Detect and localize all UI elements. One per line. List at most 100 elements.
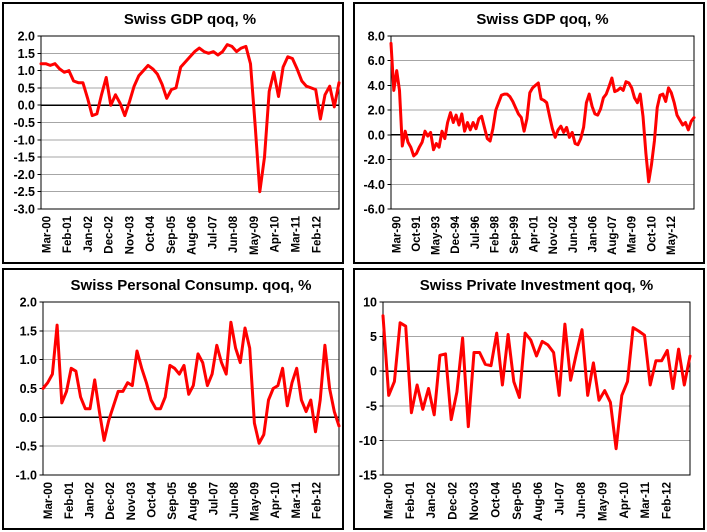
y-axis-label: -3.0 xyxy=(13,203,35,217)
y-axis-label: 2.0 xyxy=(18,30,35,44)
y-axis-label: 1.5 xyxy=(20,324,37,338)
x-axis-label: Mar-11 xyxy=(291,481,303,518)
x-axis-label: Feb-12 xyxy=(311,482,323,519)
chart-panel-private-investment: 10 5 0 -5 -10 -15 Mar-00 Feb-01 Jan-02 Dec-02 Nov-… xyxy=(353,268,705,530)
chart-canvas-gdp-long: 8.0 6.0 4.0 2.0 0.0 -2.0 -4.0 -6.0 Mar-90 Oct-91 M… xyxy=(363,30,696,255)
y-axis-label: 0.0 xyxy=(20,411,37,425)
x-axis-label: Aug-06 xyxy=(187,216,199,255)
x-axis-label: Apr-01 xyxy=(529,215,541,252)
chart-title-gdp-long: Swiss GDP qoq, % xyxy=(476,11,609,28)
x-axis-label: Mar-00 xyxy=(383,482,395,519)
x-axis-label: Nov-03 xyxy=(126,482,138,520)
y-axis-label: -0.5 xyxy=(13,116,35,130)
y-axis-label: -15 xyxy=(359,469,377,483)
x-axis-label: Feb-98 xyxy=(489,215,501,253)
x-axis-label: Nov-02 xyxy=(548,216,560,254)
chart-canvas-gdp-recent: 2.0 1.5 1.0 0.5 0.0 -0.5 -1.0 -1.5 -2.0 -2.5 -3.0 M… xyxy=(13,30,341,255)
x-axis-label: Nov-03 xyxy=(469,482,481,520)
x-axis-label: Jan-06 xyxy=(587,216,599,252)
x-axis-label: May-09 xyxy=(249,216,261,255)
y-axis-label: 6.0 xyxy=(368,54,385,68)
data-line xyxy=(41,320,341,445)
x-axis-label: Feb-12 xyxy=(662,482,674,519)
x-axis-label: Jun-08 xyxy=(576,481,588,519)
chart-title-personal-consumption: Swiss Personal Consump. qoq, % xyxy=(70,277,312,294)
x-axis-label: Feb-01 xyxy=(64,481,76,519)
x-axis-label: Nov-03 xyxy=(124,216,136,254)
chart-title-private-investment: Swiss Private Investment qoq, % xyxy=(419,277,654,294)
x-axis-label: May-09 xyxy=(250,482,262,521)
x-axis-label: Sep-05 xyxy=(512,481,524,519)
y-axis-label: 0 xyxy=(370,365,377,379)
plot-border xyxy=(40,35,340,210)
x-axis-label: Oct-04 xyxy=(145,215,157,251)
y-axis-label: 10 xyxy=(363,296,377,310)
y-axis-label: 1.5 xyxy=(18,47,35,61)
chart-panel-gdp-recent: 2.0 1.5 1.0 0.5 0.0 -0.5 -1.0 -1.5 -2.0 -2.5 -3.0 M… xyxy=(2,2,344,264)
y-axis-label: 4.0 xyxy=(368,79,385,93)
x-axis-label: Dec-02 xyxy=(448,482,460,520)
x-axis-label: Sep-99 xyxy=(509,216,521,254)
x-axis-label: Mar-00 xyxy=(41,216,53,253)
x-axis-label: Jan-02 xyxy=(84,482,96,518)
x-axis-label: Aug-07 xyxy=(607,216,619,255)
y-axis-label: -1.0 xyxy=(13,133,35,147)
y-axis-label: -1.5 xyxy=(13,151,35,165)
plot-border xyxy=(382,301,691,476)
y-axis-label: 0.5 xyxy=(18,81,35,95)
x-axis-label: Oct-91 xyxy=(411,215,423,251)
x-axis-label: Jul-07 xyxy=(207,216,219,249)
x-axis-label: Oct-04 xyxy=(146,481,158,517)
data-line xyxy=(381,314,692,451)
x-axis-label: Aug-06 xyxy=(188,482,200,521)
y-axis-label: 0.0 xyxy=(368,128,385,142)
x-axis-label: Mar-00 xyxy=(43,482,55,519)
chart-panel-gdp-long: 8.0 6.0 4.0 2.0 0.0 -2.0 -4.0 -6.0 Mar-90 Oct-91 M… xyxy=(353,2,705,264)
y-axis-label: -1.0 xyxy=(15,469,37,483)
data-line xyxy=(39,43,341,194)
x-axis-label: Feb-01 xyxy=(405,481,417,519)
x-axis-label: Dec-02 xyxy=(104,216,116,254)
y-axis-label: -0.5 xyxy=(15,440,37,454)
x-axis-label: Mar-90 xyxy=(391,216,403,253)
y-axis-label: 1.0 xyxy=(18,64,35,78)
chart-canvas-private-investment: 10 5 0 -5 -10 -15 Mar-00 Feb-01 Jan-02 Dec-02 Nov-… xyxy=(359,296,692,521)
x-axis-label: Aug-06 xyxy=(533,482,545,521)
x-axis-label: Apr-10 xyxy=(270,482,282,518)
chart-canvas-personal-consumption: 2.0 1.5 1.0 0.5 0.0 -0.5 -1.0 Mar-00 Feb-01 Jan-0… xyxy=(15,296,341,521)
x-axis-label: Jun-08 xyxy=(228,215,240,253)
x-axis-label: Oct-10 xyxy=(646,216,658,252)
x-axis-label: Apr-10 xyxy=(270,216,282,252)
y-axis-label: -2.5 xyxy=(13,185,35,199)
x-axis-label: Mar-11 xyxy=(290,215,302,252)
data-line xyxy=(389,41,696,184)
x-axis-label: Oct-04 xyxy=(490,481,502,517)
y-axis-label: 0.0 xyxy=(18,99,35,113)
x-axis-label: May-09 xyxy=(597,482,609,521)
x-axis-label: Jun-04 xyxy=(568,215,580,253)
y-axis-label: 1.0 xyxy=(20,353,37,367)
x-axis-label: Jan-02 xyxy=(83,216,95,252)
x-axis-label: Sep-05 xyxy=(166,215,178,253)
x-axis-label: Jun-08 xyxy=(229,481,241,519)
y-axis-label: -2.0 xyxy=(13,168,35,182)
x-axis-label: Jan-02 xyxy=(426,482,438,518)
y-axis-label: 8.0 xyxy=(368,30,385,44)
x-axis-label: Sep-05 xyxy=(167,481,179,519)
y-axis-label: 0.5 xyxy=(20,382,37,396)
y-axis-label: -6.0 xyxy=(363,203,385,217)
y-axis-label: -4.0 xyxy=(363,178,385,192)
x-axis-label: Dec-02 xyxy=(105,482,117,520)
y-axis-label: 2.0 xyxy=(368,104,385,118)
x-axis-label: Mar-11 xyxy=(640,481,652,518)
x-axis-label: Feb-01 xyxy=(62,215,74,253)
y-axis-label: 2.0 xyxy=(20,296,37,310)
x-axis-label: Mar-09 xyxy=(627,216,639,253)
chart-panel-personal-consumption: 2.0 1.5 1.0 0.5 0.0 -0.5 -1.0 Mar-00 Feb-01 Jan-0… xyxy=(2,268,344,530)
y-axis-label: -10 xyxy=(359,434,377,448)
y-axis-label: -2.0 xyxy=(363,153,385,167)
x-axis-label: May-93 xyxy=(431,216,443,255)
x-axis-label: Jul-96 xyxy=(470,216,482,249)
x-axis-label: Feb-12 xyxy=(311,216,323,253)
